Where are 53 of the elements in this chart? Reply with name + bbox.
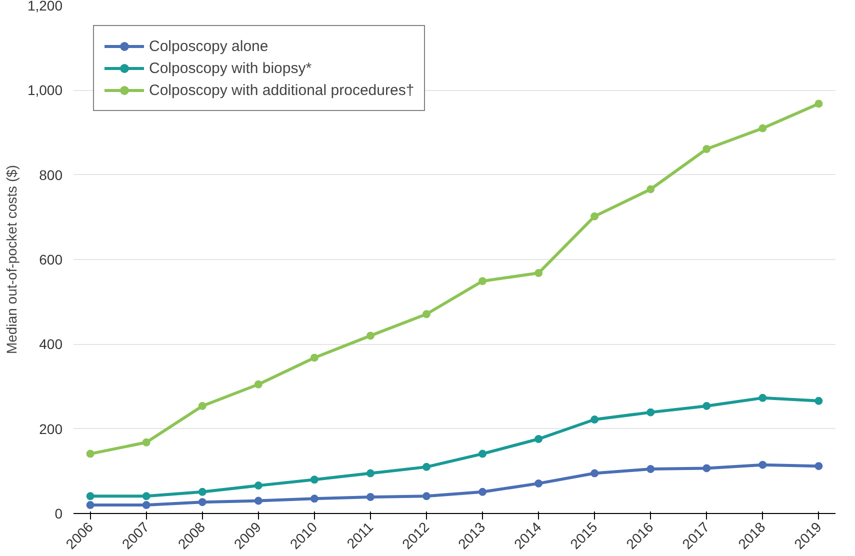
point: [478, 450, 487, 458]
point: [254, 496, 262, 505]
point: [646, 465, 655, 474]
point: [758, 394, 767, 402]
point: [310, 354, 318, 362]
point: [422, 462, 430, 471]
y-axis-title: Median out-of-pocket costs ($): [3, 164, 20, 354]
y-tick-label: 400: [39, 336, 63, 352]
y-tick-label: 600: [39, 252, 63, 268]
point: [142, 438, 150, 446]
point: [198, 498, 206, 506]
point: [142, 492, 150, 500]
y-tick-label: 0: [54, 506, 63, 522]
point: [86, 492, 94, 500]
point: [758, 460, 767, 469]
point: [366, 469, 374, 478]
point: [814, 100, 823, 108]
point: [590, 212, 599, 220]
legend-label: Colposcopy with biopsy*: [149, 60, 312, 76]
point: [702, 464, 711, 472]
point: [254, 482, 262, 490]
point: [478, 277, 487, 286]
point: [254, 380, 262, 388]
point: [534, 479, 543, 488]
y-tick-label: 1,200: [27, 0, 63, 14]
legend-label: Colposcopy with additional procedures†: [149, 82, 414, 98]
point: [534, 435, 543, 443]
legend-label: Colposcopy alone: [149, 38, 268, 54]
point: [702, 145, 711, 154]
point: [198, 402, 206, 410]
point: [86, 450, 94, 458]
point: [310, 476, 318, 484]
point: [702, 402, 711, 410]
point: [590, 469, 599, 478]
y-tick-label: 800: [39, 166, 63, 183]
point: [814, 396, 823, 405]
point: [534, 269, 543, 278]
point: [814, 462, 823, 470]
point: [478, 488, 487, 496]
point: [366, 492, 374, 501]
point: [422, 492, 430, 500]
point: [86, 501, 94, 510]
point: [758, 124, 767, 132]
point: [142, 501, 150, 510]
point: [646, 408, 655, 416]
point: [646, 185, 655, 194]
point: [198, 488, 206, 496]
point: [590, 416, 599, 424]
y-tick-label: 200: [39, 420, 63, 437]
point: [310, 494, 318, 503]
point: [422, 310, 430, 318]
point: [366, 332, 374, 340]
y-tick-label: 1,000: [27, 82, 63, 98]
